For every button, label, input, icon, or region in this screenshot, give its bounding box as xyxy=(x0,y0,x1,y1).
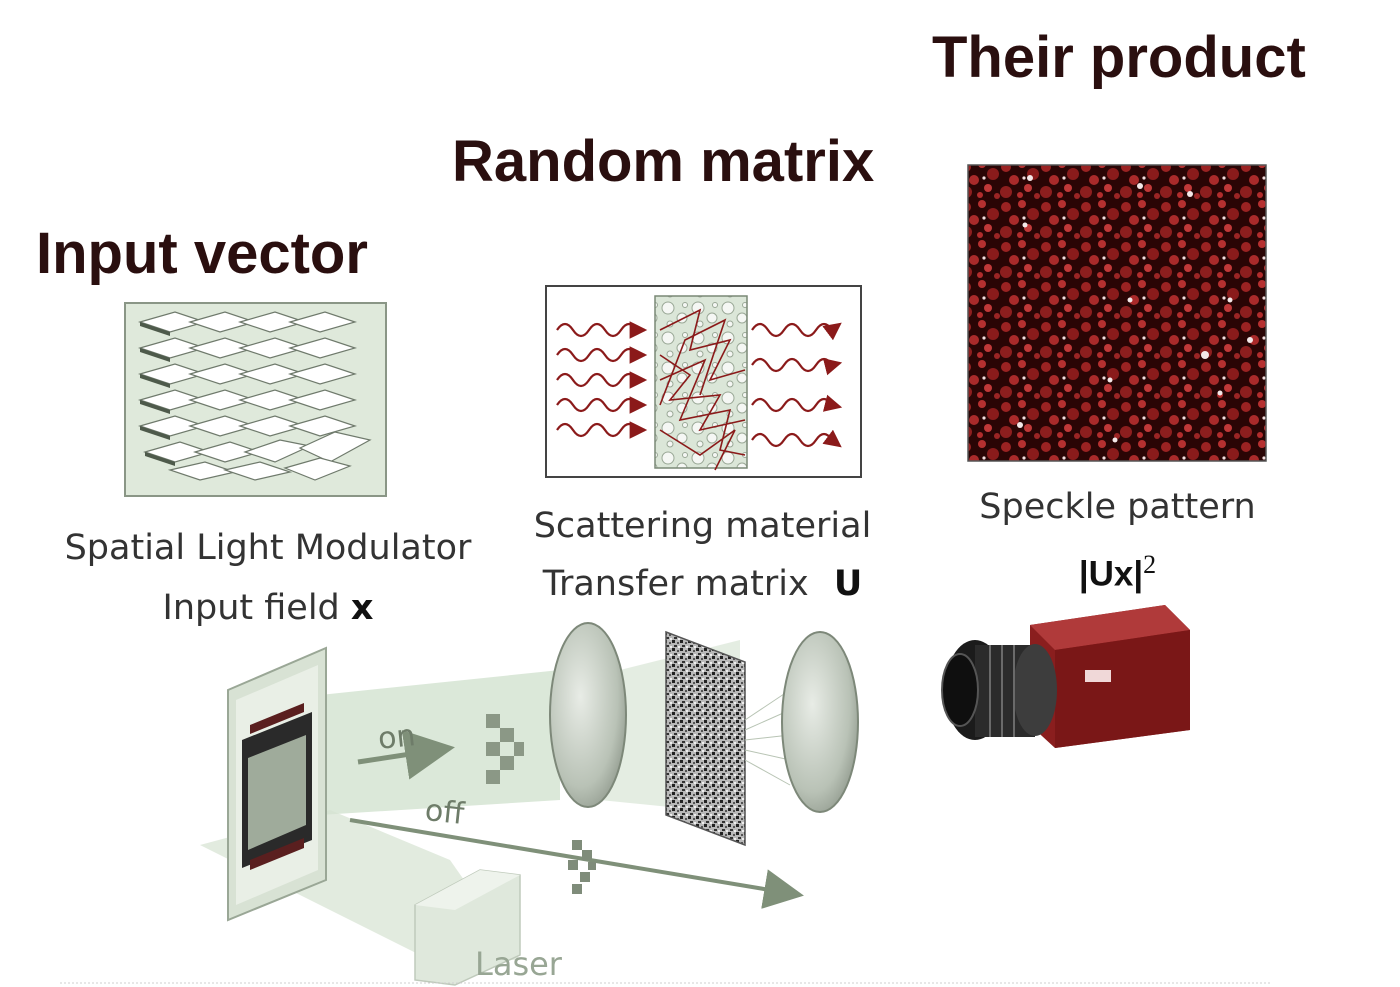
scattering-material-image xyxy=(545,285,862,478)
caption-transfer-matrix: Transfer matrix U xyxy=(520,564,885,604)
heading-input-vector: Input vector xyxy=(36,221,368,286)
heading-their-product: Their product xyxy=(932,25,1306,90)
slm-mirror-array-image xyxy=(124,302,387,497)
formula-ux: |Ux| xyxy=(1078,554,1144,594)
formula-exponent: 2 xyxy=(1143,550,1157,579)
caption-input-field: Input field x xyxy=(58,588,478,628)
caption-speckle: Speckle pattern xyxy=(965,487,1270,527)
camera-icon xyxy=(941,605,1190,748)
caption-slm-line1: Spatial Light Modulator xyxy=(64,528,472,568)
heading-random-matrix: Random matrix xyxy=(452,129,875,194)
label-laser: Laser xyxy=(475,945,562,983)
symbol-x: x xyxy=(350,588,374,628)
caption-transfer-matrix-text: Transfer matrix xyxy=(542,564,809,604)
caption-scattering: Scattering material xyxy=(520,506,885,546)
caption-scattering-line1: Scattering material xyxy=(533,506,872,546)
optical-setup-illustration xyxy=(200,605,1190,986)
caption-speckle-line1: Speckle pattern xyxy=(979,487,1256,527)
caption-slm: Spatial Light Modulator xyxy=(58,528,478,568)
label-on: on xyxy=(376,718,418,757)
label-off: off xyxy=(423,793,466,832)
symbol-u: U xyxy=(833,564,863,604)
caption-input-field-text: Input field xyxy=(162,588,340,628)
speckle-pattern-image xyxy=(967,164,1267,462)
caption-speckle-formula: |Ux|2 xyxy=(965,550,1270,595)
